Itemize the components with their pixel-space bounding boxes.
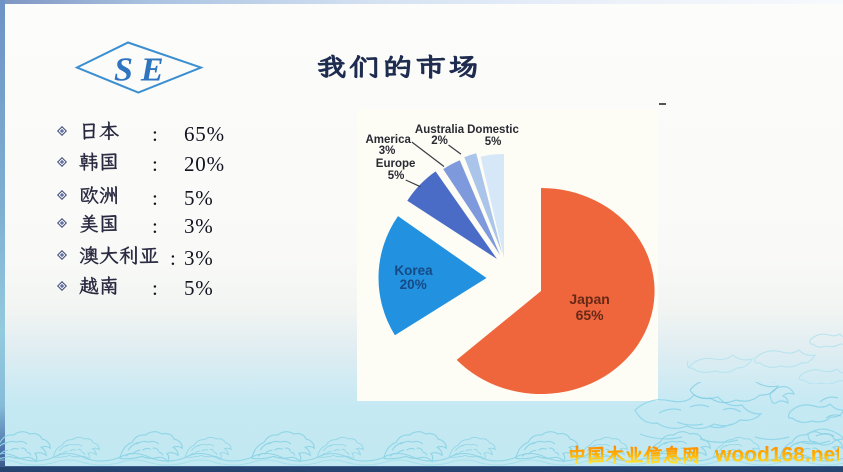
svg-text:wood168.net: wood168.net	[714, 444, 839, 467]
svg-text:SE: SE	[114, 52, 172, 89]
